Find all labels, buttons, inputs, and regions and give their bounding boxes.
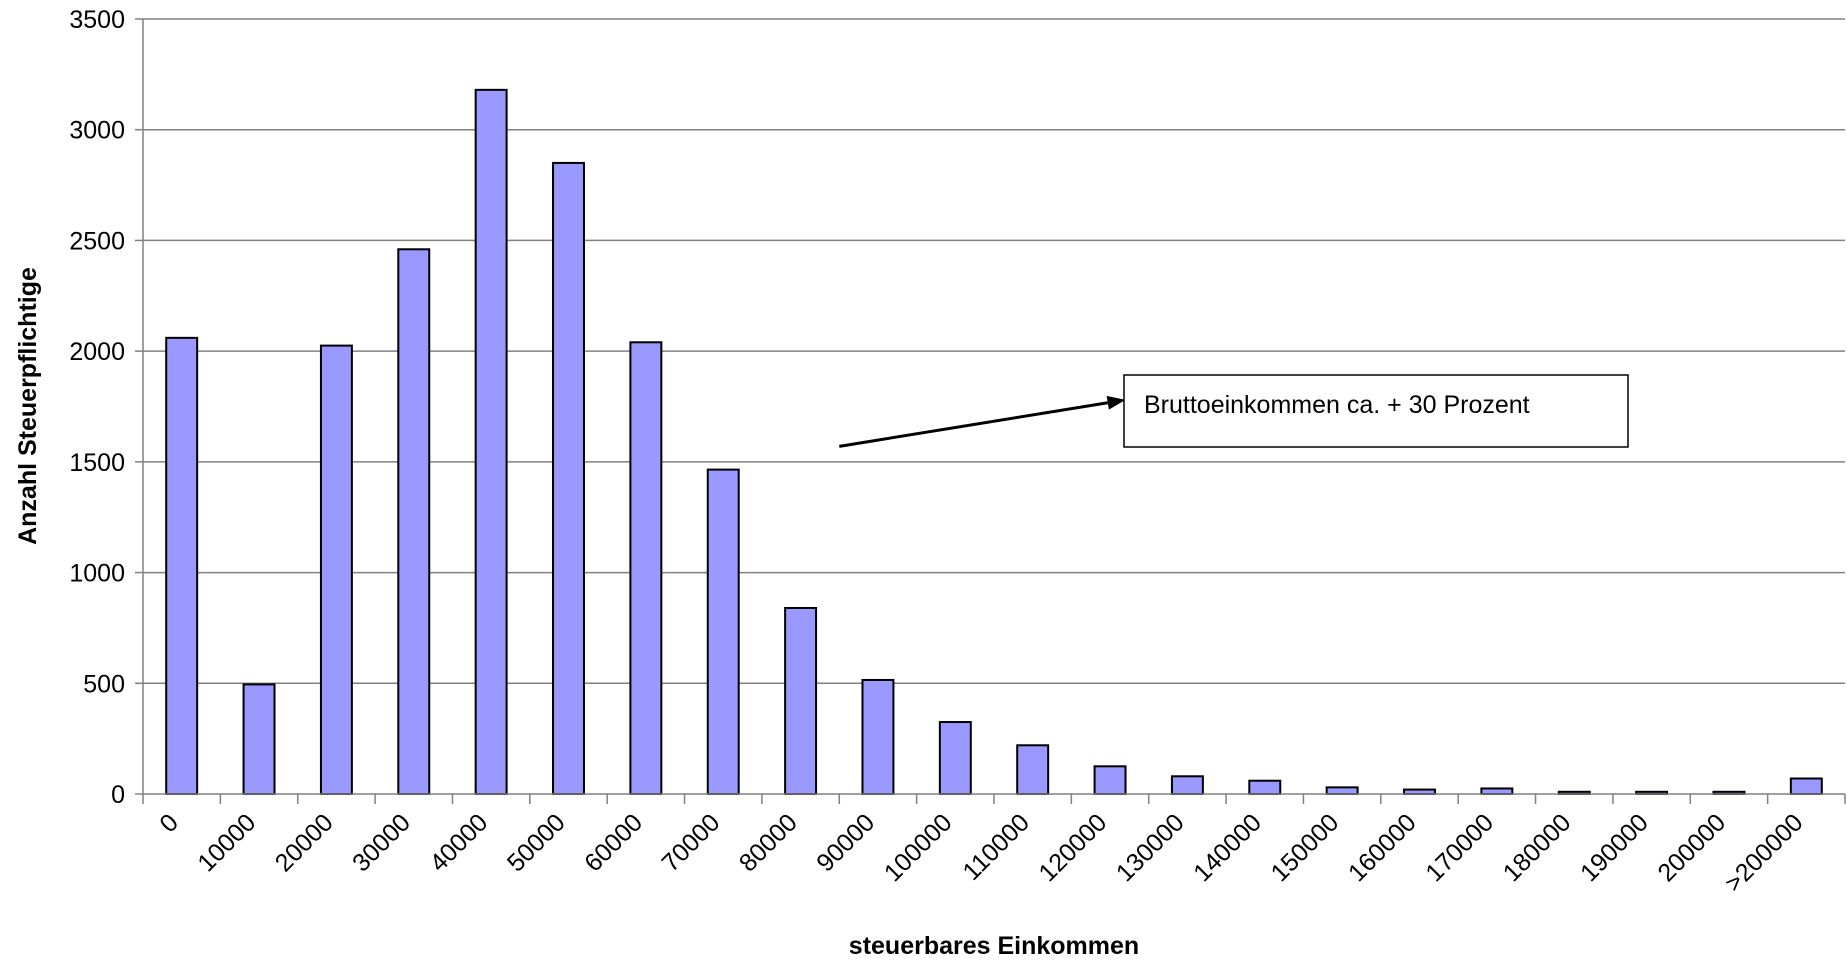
bar	[1016, 744, 1050, 795]
y-tick-label: 3000	[69, 117, 125, 145]
x-tick-label: 130000	[1111, 808, 1190, 887]
bar	[706, 468, 740, 795]
x-tick-label: 30000	[347, 808, 416, 877]
bar	[938, 721, 972, 795]
x-tick-label: 70000	[657, 808, 726, 877]
annotation-arrowhead	[1106, 395, 1126, 410]
bar	[552, 161, 585, 795]
bar	[1789, 777, 1823, 795]
bar	[397, 248, 431, 796]
bar	[242, 683, 276, 796]
bar	[629, 341, 663, 795]
bar	[165, 336, 199, 795]
x-tick-label: 200000	[1652, 808, 1731, 887]
bar	[861, 678, 895, 796]
y-tick-labels: 0 500 1000 1500 2000 2500 3000 3500	[69, 6, 125, 809]
annotation: Bruttoeinkommen ca. + 30 Prozent	[839, 374, 1629, 448]
axes	[142, 19, 1846, 804]
x-tick-label: 140000	[1188, 808, 1267, 887]
y-tick-label: 1000	[69, 560, 125, 588]
x-tick-label: 100000	[879, 808, 958, 887]
y-tick-label: 0	[111, 781, 125, 809]
y-tick-label: 1500	[69, 449, 125, 477]
bars	[165, 88, 1823, 796]
x-tick-label: 90000	[811, 808, 880, 877]
y-tick-label: 2000	[69, 338, 125, 366]
annotation-arrow	[839, 401, 1108, 448]
x-tick-label: 170000	[1420, 808, 1499, 887]
annotation-box	[1123, 374, 1629, 448]
x-tick-label: 160000	[1343, 808, 1422, 887]
bar	[474, 88, 508, 796]
x-tick-label: 120000	[1033, 808, 1112, 887]
x-tick-label: 10000	[192, 808, 261, 877]
x-tick-label: >200000	[1719, 808, 1808, 897]
x-tick-label: 180000	[1498, 808, 1577, 887]
bar	[1480, 787, 1514, 796]
annotation-text: Bruttoeinkommen ca. + 30 Prozent	[1144, 391, 1530, 419]
y-tick-label: 500	[83, 670, 125, 698]
y-tick-label: 2500	[69, 227, 125, 255]
x-tick-labels: 0 10000 20000 30000 40000 50000 60000 70000 8000…	[154, 808, 1808, 897]
x-tick-label: 80000	[734, 808, 803, 877]
bar	[1248, 779, 1282, 796]
x-tick-label: 20000	[270, 808, 339, 877]
x-tick-label: 60000	[579, 808, 648, 877]
x-tick-label: 150000	[1266, 808, 1345, 887]
y-axis-title: Anzahl Steuerpflichtige	[14, 267, 42, 545]
x-axis-title: steuerbares Einkommen	[849, 932, 1139, 960]
bar	[1093, 765, 1127, 795]
bar	[784, 607, 818, 795]
y-tick-label: 3500	[69, 6, 125, 34]
x-tick-label: 110000	[957, 808, 1034, 885]
x-tick-label: 50000	[502, 808, 571, 877]
bar	[319, 344, 353, 795]
bar	[1170, 775, 1204, 795]
x-tick-label: 190000	[1575, 808, 1654, 887]
x-tick-label: 40000	[424, 808, 493, 877]
x-tick-label: 0	[154, 808, 184, 838]
bar	[1325, 786, 1359, 795]
